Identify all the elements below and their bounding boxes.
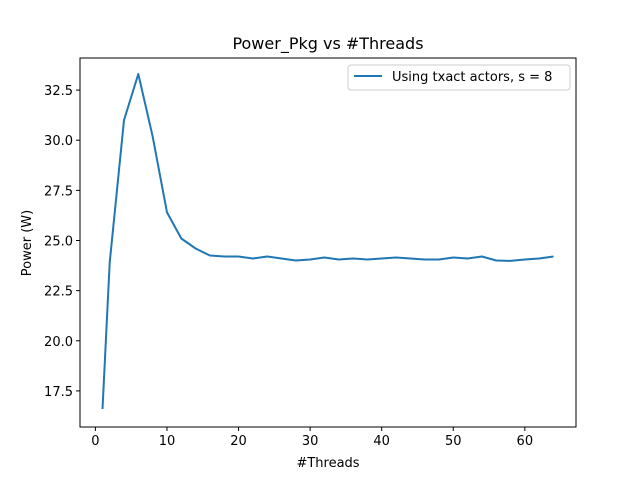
plot-frame <box>79 57 577 428</box>
y-tick-label: 17.5 <box>44 385 73 400</box>
x-tick-label: 60 <box>517 434 534 449</box>
x-tick-label: 30 <box>302 434 319 449</box>
x-axis-ticks: 0 10 20 30 40 50 60 <box>91 427 533 449</box>
legend-box <box>347 64 571 91</box>
x-tick-label: 0 <box>91 434 99 449</box>
y-tick-label: 22.5 <box>44 285 73 300</box>
series-layer <box>101 73 554 410</box>
y-tick-label: 27.5 <box>44 184 73 199</box>
y-tick-label: 32.5 <box>44 84 73 99</box>
x-tick-label: 50 <box>445 434 462 449</box>
legend-label: Using txact actors, s = 8 <box>392 70 552 85</box>
legend: Using txact actors, s = 8 <box>347 64 571 91</box>
y-axis-label: Power (W) <box>20 210 35 276</box>
x-tick-label: 20 <box>230 434 247 449</box>
y-tick-label: 20.0 <box>44 335 73 350</box>
y-axis-ticks: 17.5 20.0 22.5 25.0 27.5 30.0 32.5 <box>44 84 80 400</box>
y-tick-label: 25.0 <box>44 234 73 249</box>
x-tick-label: 40 <box>373 434 390 449</box>
x-axis-label: #Threads <box>296 456 359 471</box>
x-tick-label: 10 <box>159 434 176 449</box>
chart-title: Power_Pkg vs #Threads <box>232 34 423 54</box>
series-line <box>101 73 554 410</box>
y-tick-label: 30.0 <box>44 134 73 149</box>
